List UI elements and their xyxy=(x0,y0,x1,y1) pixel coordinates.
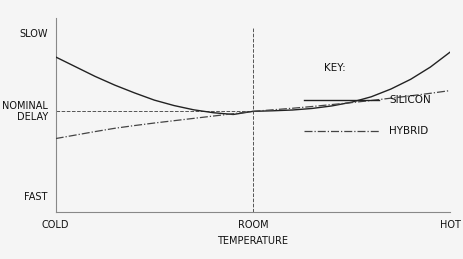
Text: KEY:: KEY: xyxy=(323,62,345,73)
Text: COLD: COLD xyxy=(42,220,69,230)
Text: HOT: HOT xyxy=(439,220,459,230)
Text: SILICON: SILICON xyxy=(388,95,430,105)
Text: ROOM: ROOM xyxy=(237,220,268,230)
Text: SLOW: SLOW xyxy=(19,29,48,39)
Text: TEMPERATURE: TEMPERATURE xyxy=(217,236,288,246)
Text: FAST: FAST xyxy=(25,192,48,202)
Text: HYBRID: HYBRID xyxy=(388,126,427,136)
Text: NOMINAL
DELAY: NOMINAL DELAY xyxy=(2,100,48,122)
